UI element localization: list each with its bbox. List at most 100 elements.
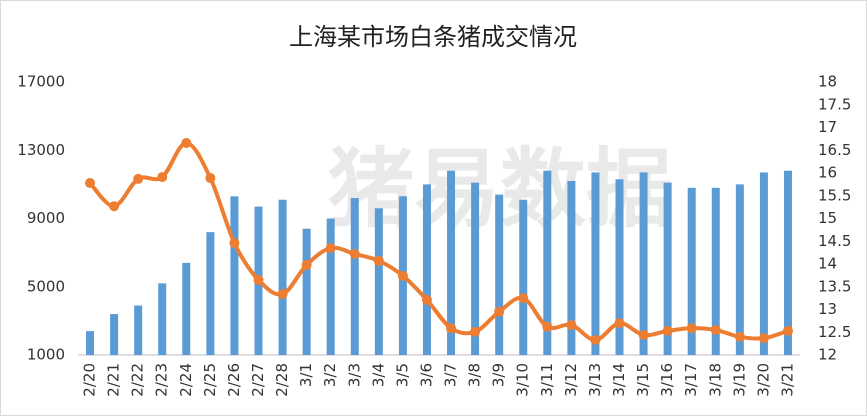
line-marker xyxy=(782,325,793,336)
y2-tick-label: 16 xyxy=(818,164,837,182)
line-marker xyxy=(590,334,601,345)
bar xyxy=(519,199,528,355)
bar xyxy=(206,232,215,355)
x-tick-label: 3/2 xyxy=(321,363,339,387)
x-tick-label: 3/19 xyxy=(730,363,748,397)
line-marker xyxy=(710,324,721,335)
line-marker xyxy=(205,173,216,184)
x-tick-label: 3/5 xyxy=(393,363,411,387)
line-marker xyxy=(85,178,96,189)
y2-tick-label: 12 xyxy=(818,346,837,364)
bar xyxy=(711,187,720,355)
bar xyxy=(326,218,335,355)
line-marker xyxy=(253,274,264,285)
x-tick-label: 3/1 xyxy=(297,363,315,387)
y-tick-label: 13000 xyxy=(17,141,65,159)
x-tick-label: 2/21 xyxy=(105,363,123,397)
bar xyxy=(759,172,768,355)
x-tick-label: 3/17 xyxy=(682,363,700,397)
x-tick-label: 3/14 xyxy=(610,363,628,397)
x-tick-label: 2/26 xyxy=(225,363,243,397)
x-tick-label: 3/21 xyxy=(778,363,796,397)
bar xyxy=(567,180,576,355)
y-tick-label: 9000 xyxy=(27,209,65,227)
y2-tick-label: 13 xyxy=(818,300,837,318)
bar xyxy=(134,305,143,355)
y2-tick-label: 15.5 xyxy=(818,186,851,204)
bar xyxy=(783,170,792,355)
bar xyxy=(543,170,552,355)
bar xyxy=(495,194,504,355)
x-tick-label: 3/11 xyxy=(538,363,556,397)
x-tick-label: 2/28 xyxy=(273,363,291,397)
y2-tick-label: 17.5 xyxy=(818,95,851,113)
bar xyxy=(374,208,383,355)
bar xyxy=(735,184,744,355)
line-marker xyxy=(373,255,384,266)
bar xyxy=(302,228,311,355)
x-tick-label: 2/23 xyxy=(153,363,171,397)
bar xyxy=(182,262,191,355)
bar xyxy=(663,182,672,355)
y2-tick-label: 17 xyxy=(818,118,837,136)
y2-tick-label: 16.5 xyxy=(818,141,851,159)
y2-tick-label: 18 xyxy=(818,73,837,91)
line-marker xyxy=(470,326,481,337)
bar xyxy=(639,172,648,355)
line-marker xyxy=(566,319,577,330)
bar xyxy=(86,331,95,355)
line-marker xyxy=(349,248,360,259)
line-marker xyxy=(109,201,120,212)
line-marker xyxy=(758,333,769,344)
bar xyxy=(230,196,239,355)
x-tick-label: 3/6 xyxy=(417,363,435,387)
bar xyxy=(471,182,480,355)
bar xyxy=(350,198,359,355)
bar xyxy=(591,172,600,355)
x-tick-label: 3/10 xyxy=(514,363,532,397)
line-marker xyxy=(133,173,144,184)
chart-title: 上海某市场白条猪成交情况 xyxy=(289,23,577,51)
bar xyxy=(447,170,456,355)
line-marker xyxy=(181,137,192,148)
y-tick-label: 5000 xyxy=(27,277,65,295)
y-tick-label: 17000 xyxy=(17,73,65,91)
line-marker xyxy=(662,325,673,336)
x-tick-label: 3/18 xyxy=(706,363,724,397)
x-tick-label: 3/8 xyxy=(466,363,484,387)
y2-tick-label: 12.5 xyxy=(818,323,851,341)
x-tick-label: 2/27 xyxy=(249,363,267,397)
line-marker xyxy=(542,321,553,332)
x-tick-label: 3/13 xyxy=(586,363,604,397)
x-tick-label: 3/7 xyxy=(442,363,460,387)
x-tick-label: 2/25 xyxy=(201,363,219,397)
line-marker xyxy=(686,323,697,334)
y2-tick-label: 14.5 xyxy=(818,232,851,250)
line-marker xyxy=(421,294,432,305)
line-marker xyxy=(397,270,408,281)
bar xyxy=(110,314,119,355)
x-tick-label: 2/20 xyxy=(81,363,99,397)
line-marker xyxy=(277,289,288,300)
x-tick-label: 2/24 xyxy=(177,363,195,397)
line-marker xyxy=(157,172,168,183)
x-tick-label: 3/15 xyxy=(634,363,652,397)
line-marker xyxy=(229,238,240,249)
line-marker xyxy=(301,259,312,270)
bar xyxy=(687,187,696,355)
line-marker xyxy=(638,329,649,340)
y2-tick-label: 15 xyxy=(818,209,837,227)
bar xyxy=(422,184,431,355)
y2-tick-label: 13.5 xyxy=(818,277,851,295)
x-tick-label: 3/12 xyxy=(562,363,580,397)
line-marker xyxy=(518,293,529,304)
x-tick-label: 3/4 xyxy=(369,363,387,387)
line-marker xyxy=(614,318,625,329)
line-marker xyxy=(734,331,745,342)
x-tick-label: 2/22 xyxy=(129,363,147,397)
bar xyxy=(158,283,167,355)
line-marker xyxy=(325,243,336,254)
bar xyxy=(278,199,287,355)
